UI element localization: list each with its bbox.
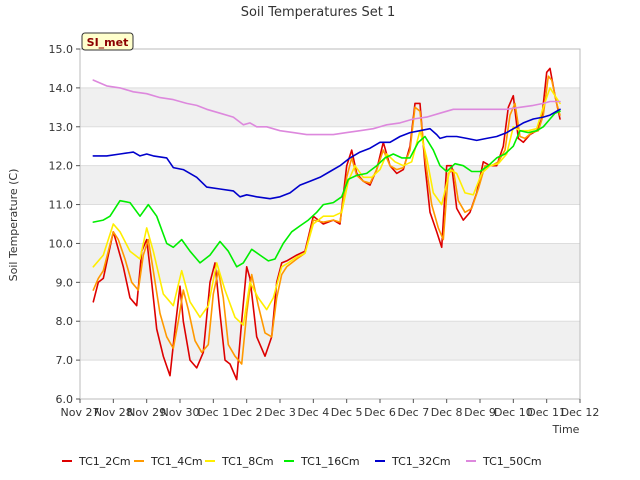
site-annotation: SI_met: [81, 32, 134, 51]
plot-band: [80, 126, 580, 166]
legend-entry-tc1_8cm: TC1_8Cm: [205, 455, 274, 468]
y-axis-title: Soil Temperature (C): [7, 169, 20, 282]
legend-entry-tc1_2cm: TC1_2Cm: [62, 455, 131, 468]
plot-band: [80, 87, 580, 127]
y-tick-label: 12.0: [49, 160, 74, 173]
legend-label: TC1_8Cm: [221, 455, 274, 468]
x-tick-label: Nov 27: [61, 406, 100, 419]
y-tick-label: 8.0: [56, 315, 74, 328]
chart-title: Soil Temperatures Set 1: [241, 5, 396, 20]
legend-entry-tc1_16cm: TC1_16Cm: [284, 455, 360, 468]
x-tick-label: Dec 7: [397, 406, 429, 419]
y-tick-label: 13.0: [49, 121, 74, 134]
series-line-tc1_16cm: [92, 110, 561, 268]
y-tick-label: 14.0: [49, 82, 74, 95]
legend-label: TC1_4Cm: [150, 455, 203, 468]
plot-background-bands: [80, 49, 580, 399]
x-tick-label: Dec 8: [431, 406, 463, 419]
y-tick-label: 7.0: [56, 354, 74, 367]
plot-band: [80, 360, 580, 399]
site-annotation-box: [81, 32, 134, 51]
series-lines: [92, 67, 561, 381]
legend-label: TC1_2Cm: [78, 455, 131, 468]
plot-frame: [79, 48, 581, 400]
y-axis-ticks: 6.0 7.0 8.0 9.0 10.0 11.0 12.0 13.0 14.0 15.0: [49, 43, 80, 406]
y-tick-label: 15.0: [49, 43, 74, 56]
x-tick-label: Dec 2: [231, 406, 263, 419]
x-tick-label: Nov 28: [94, 406, 133, 419]
x-tick-label: Dec 6: [364, 406, 396, 419]
legend-entry-tc1_50cm: TC1_50Cm: [466, 455, 542, 468]
plot-band: [80, 49, 580, 88]
legend: TC1_2Cm TC1_4Cm TC1_8Cm TC1_16Cm TC1_32Cm TC1…: [62, 455, 542, 468]
x-tick-label: Nov 29: [127, 406, 166, 419]
y-tick-label: 6.0: [56, 393, 74, 406]
plot-band: [80, 321, 580, 361]
plot-band: [80, 282, 580, 322]
y-tick-label: 10.0: [49, 237, 74, 250]
x-tick-label: Dec 4: [297, 406, 329, 419]
x-tick-label: Dec 12: [561, 406, 600, 419]
series-line-tc1_32cm: [92, 108, 561, 200]
x-tick-label: Dec 11: [527, 406, 566, 419]
x-tick-label: Dec 9: [464, 406, 496, 419]
x-axis-title: Time: [552, 423, 580, 436]
x-tick-label: Dec 1: [197, 406, 229, 419]
legend-label: TC1_50Cm: [482, 455, 542, 468]
x-tick-label: Dec 10: [494, 406, 533, 419]
legend-label: TC1_32Cm: [391, 455, 451, 468]
series-line-tc1_8cm: [92, 87, 561, 326]
legend-label: TC1_16Cm: [300, 455, 360, 468]
plot-band: [80, 204, 580, 244]
series-line-tc1_50cm: [92, 79, 561, 136]
y-tick-label: 11.0: [49, 199, 74, 212]
legend-entry-tc1_4cm: TC1_4Cm: [134, 455, 203, 468]
x-tick-label: Dec 3: [264, 406, 296, 419]
site-annotation-label: SI_met: [87, 36, 129, 49]
y-tick-label: 9.0: [56, 276, 74, 289]
x-tick-label: Nov 30: [161, 406, 200, 419]
plot-band: [80, 243, 580, 283]
x-tick-label: Dec 5: [331, 406, 363, 419]
legend-entry-tc1_32cm: TC1_32Cm: [375, 455, 451, 468]
